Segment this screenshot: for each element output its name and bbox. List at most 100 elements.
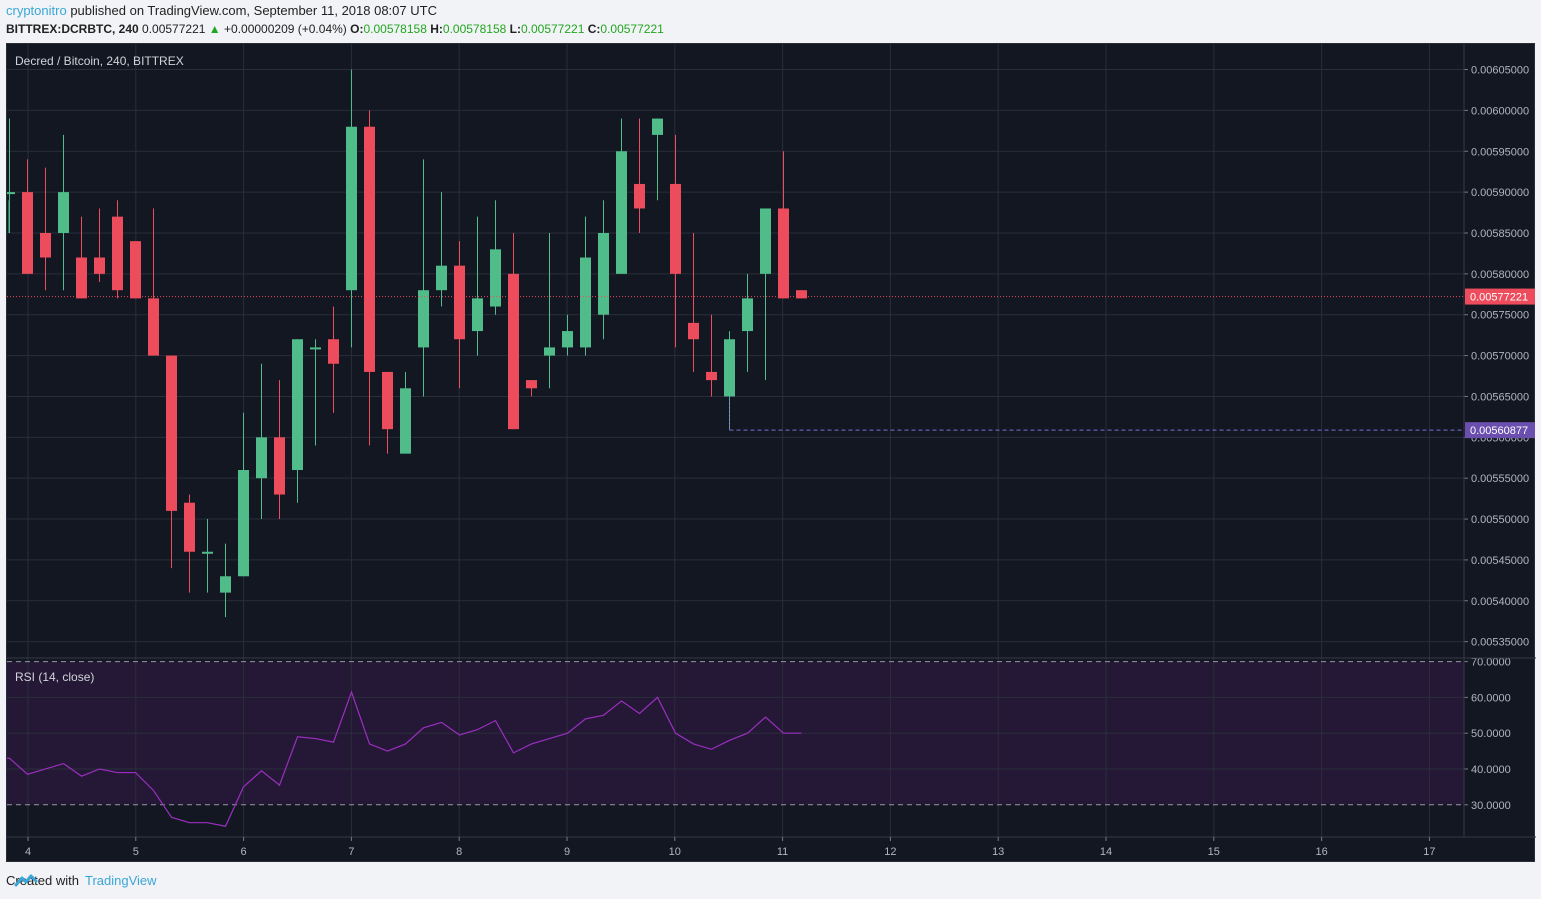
candle-down — [40, 232, 51, 258]
candle-down — [688, 322, 699, 340]
y-tick-label: 0.00600000 — [1471, 105, 1529, 117]
candle-up — [760, 208, 771, 274]
candle-up — [202, 551, 213, 554]
y-tick-label: 0.00595000 — [1471, 146, 1529, 158]
x-tick-label: 5 — [133, 846, 139, 858]
y-tick-label: 0.00590000 — [1471, 187, 1529, 199]
candle-up — [544, 347, 555, 356]
y-tick-label: 0.00585000 — [1471, 228, 1529, 240]
chart-svg[interactable]: 0.00605000 0.00600000 0.00595000 0.00590000… — [7, 44, 1536, 863]
candle-down — [274, 437, 285, 495]
candle-down — [634, 183, 645, 209]
x-tick-label: 7 — [348, 846, 354, 858]
open-label: O: — [350, 22, 364, 36]
up-triangle-icon: ▲ — [208, 22, 221, 36]
x-tick-label: 8 — [456, 846, 462, 858]
published-text: published on TradingView.com, September … — [70, 3, 437, 18]
candle-down — [454, 265, 465, 340]
y-tick-label: 0.00575000 — [1471, 310, 1529, 322]
candle-down — [112, 216, 123, 291]
candle-down — [184, 502, 195, 552]
candle-up — [256, 437, 267, 479]
y-tick-label: 0.00550000 — [1471, 514, 1529, 526]
low-label: L: — [509, 22, 521, 36]
x-tick-label: 11 — [777, 846, 788, 858]
x-tick-label: 12 — [884, 846, 896, 858]
chart-title: Decred / Bitcoin, 240, BITTREX — [15, 54, 184, 68]
x-tick-label: 9 — [564, 846, 570, 858]
candle-up — [310, 347, 321, 350]
x-tick-label: 4 — [25, 846, 31, 858]
x-tick-label: 6 — [241, 846, 247, 858]
low-marker-badge — [1465, 422, 1535, 439]
x-tick-label: 10 — [669, 846, 681, 858]
close-label: C: — [587, 22, 601, 36]
footer: Created with TradingView — [6, 873, 157, 888]
candle-down — [796, 290, 807, 299]
high-value: 0.00578158 — [442, 22, 507, 36]
rsi-title: RSI (14, close) — [15, 670, 94, 684]
candle-up — [58, 192, 69, 233]
candle-down — [22, 192, 33, 274]
y-tick-label: 0.00535000 — [1471, 637, 1529, 649]
y-tick-label: 0.00555000 — [1471, 473, 1529, 485]
high-label: H: — [430, 22, 443, 36]
candle-up — [292, 339, 303, 471]
rsi-tick-label: 50.0000 — [1471, 728, 1511, 740]
candle-down — [130, 241, 141, 299]
y-tick-label: 0.00570000 — [1471, 351, 1529, 363]
candle-up — [580, 257, 591, 348]
candle-down — [382, 371, 393, 430]
candle-down — [778, 208, 789, 299]
x-tick-label: 13 — [992, 846, 1004, 858]
candle-up — [562, 331, 573, 348]
x-tick-label: 15 — [1208, 846, 1220, 858]
rsi-line — [7, 690, 802, 827]
x-tick-label: 16 — [1315, 846, 1327, 858]
candle-down — [706, 371, 717, 381]
open-value: 0.00578158 — [363, 22, 427, 36]
candle-down — [508, 273, 519, 430]
tradingview-brand-link[interactable]: TradingView — [84, 873, 157, 888]
candle-down — [670, 183, 681, 274]
close-value: 0.00577221 — [600, 22, 664, 36]
candle-up — [346, 126, 357, 291]
candle-up — [7, 192, 15, 195]
candle-down — [328, 339, 339, 364]
author-link[interactable]: cryptonitro — [6, 3, 67, 18]
rsi-tick-label: 60.0000 — [1471, 692, 1511, 704]
created-with-text: Created with — [6, 873, 79, 888]
chart-frame[interactable]: 0.00605000 0.00600000 0.00595000 0.00590000… — [6, 43, 1536, 863]
candle-up — [418, 290, 429, 348]
candle-up — [616, 151, 627, 274]
candle-up — [742, 298, 753, 332]
low-marker-label: 0.00560877 — [1470, 425, 1528, 437]
tradingview-logo-icon — [14, 874, 38, 887]
x-tick-label: 17 — [1423, 846, 1435, 858]
candle-down — [76, 257, 87, 299]
y-tick-label: 0.00565000 — [1471, 391, 1529, 403]
low-value: 0.00577221 — [520, 22, 585, 36]
candle-up — [598, 232, 609, 315]
y-tick-label: 0.00605000 — [1471, 65, 1529, 77]
last-price: 0.00577221 — [142, 22, 206, 36]
candle-down — [526, 380, 537, 389]
rsi-tick-label: 40.0000 — [1471, 764, 1511, 776]
candle-up — [472, 298, 483, 332]
candle-up — [724, 339, 735, 397]
last-price-label: 0.00577221 — [1470, 292, 1528, 304]
publish-header: cryptonitro published on TradingView.com… — [6, 3, 437, 18]
candle-down — [94, 257, 105, 274]
price-change: +0.00000209 (+0.04%) — [224, 22, 347, 36]
candle-up — [652, 118, 663, 135]
candle-up — [436, 265, 447, 291]
candle-up — [490, 249, 501, 307]
quote-line: BITTREX:DCRBTC, 240 0.00577221 ▲ +0.0000… — [6, 22, 664, 36]
x-tick-label: 14 — [1100, 846, 1112, 858]
rsi-tick-label: 30.0000 — [1471, 800, 1511, 812]
candle-up — [238, 470, 249, 577]
candle-down — [148, 298, 159, 356]
y-tick-label: 0.00580000 — [1471, 269, 1529, 281]
symbol-label: BITTREX:DCRBTC, 240 — [6, 22, 139, 36]
candle-down — [364, 126, 375, 372]
